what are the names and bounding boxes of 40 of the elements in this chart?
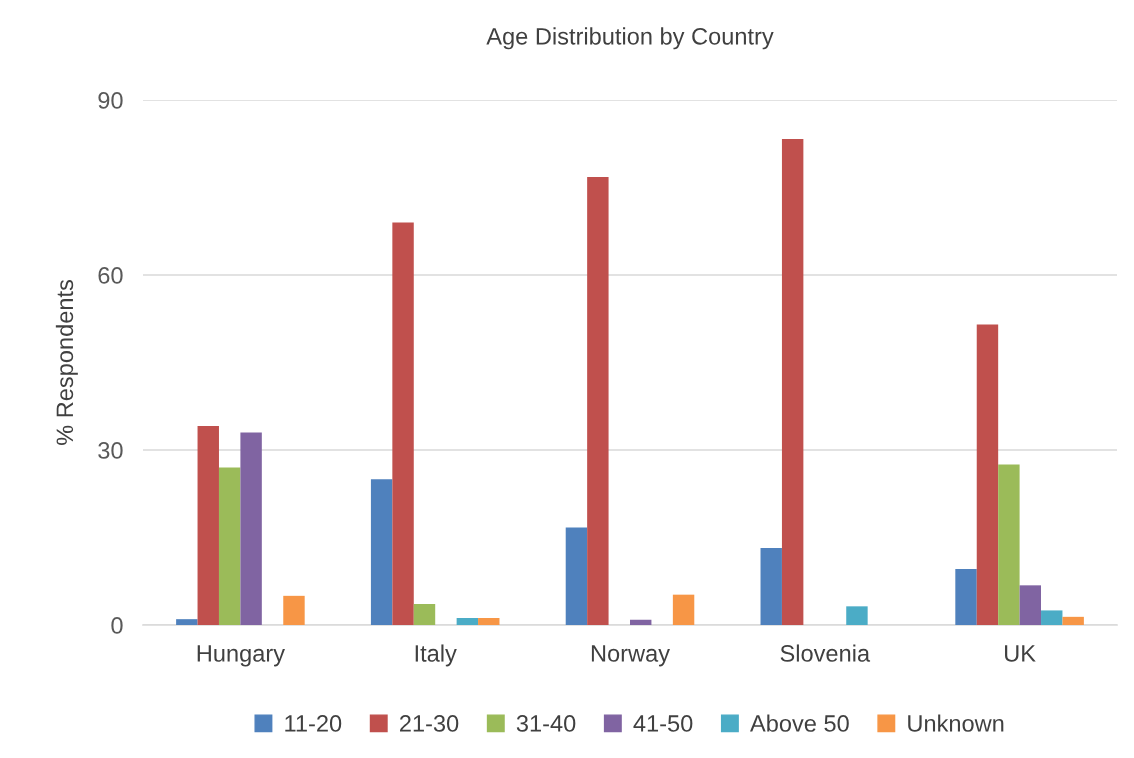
legend-label: Unknown <box>908 714 1004 732</box>
bar <box>1019 585 1042 625</box>
legend-label: 21-30 <box>400 715 459 732</box>
bar <box>976 324 999 625</box>
legend-label: 41-50 <box>633 715 693 732</box>
bar <box>1041 610 1063 625</box>
bar <box>587 177 609 625</box>
bar <box>392 222 414 625</box>
bar <box>197 426 219 625</box>
chart-title: Age Distribution by Country <box>486 27 774 50</box>
y-axis-title: % Respondents <box>55 280 78 445</box>
y-tick-label: 0 <box>111 617 123 634</box>
bar <box>1062 616 1084 625</box>
bar <box>781 139 804 625</box>
y-tick-label: 30 <box>98 442 123 459</box>
legend-label: 31-40 <box>516 715 576 732</box>
x-tick-label: Slovenia <box>780 644 871 662</box>
bar <box>955 569 977 625</box>
x-tick-label: Italy <box>415 644 457 667</box>
bar <box>176 619 198 625</box>
bar <box>846 606 868 625</box>
legend-label: Above 50 <box>750 714 849 732</box>
x-tick-label: UK <box>1005 645 1036 662</box>
bar <box>456 618 479 625</box>
bar <box>565 527 588 625</box>
y-tick-label: 90 <box>98 92 123 109</box>
bar <box>672 594 695 625</box>
bar <box>218 467 241 625</box>
bar <box>478 618 500 625</box>
bar <box>283 595 305 625</box>
bar <box>760 548 782 625</box>
x-tick-label: Norway <box>591 645 670 667</box>
bar <box>998 464 1020 625</box>
y-tick-label: 60 <box>98 267 123 284</box>
bar <box>240 432 262 625</box>
x-tick-label: Hungary <box>197 645 285 667</box>
bar <box>413 604 436 625</box>
bar <box>630 619 652 625</box>
legend-label: 11-20 <box>285 715 342 732</box>
bar <box>370 479 393 625</box>
